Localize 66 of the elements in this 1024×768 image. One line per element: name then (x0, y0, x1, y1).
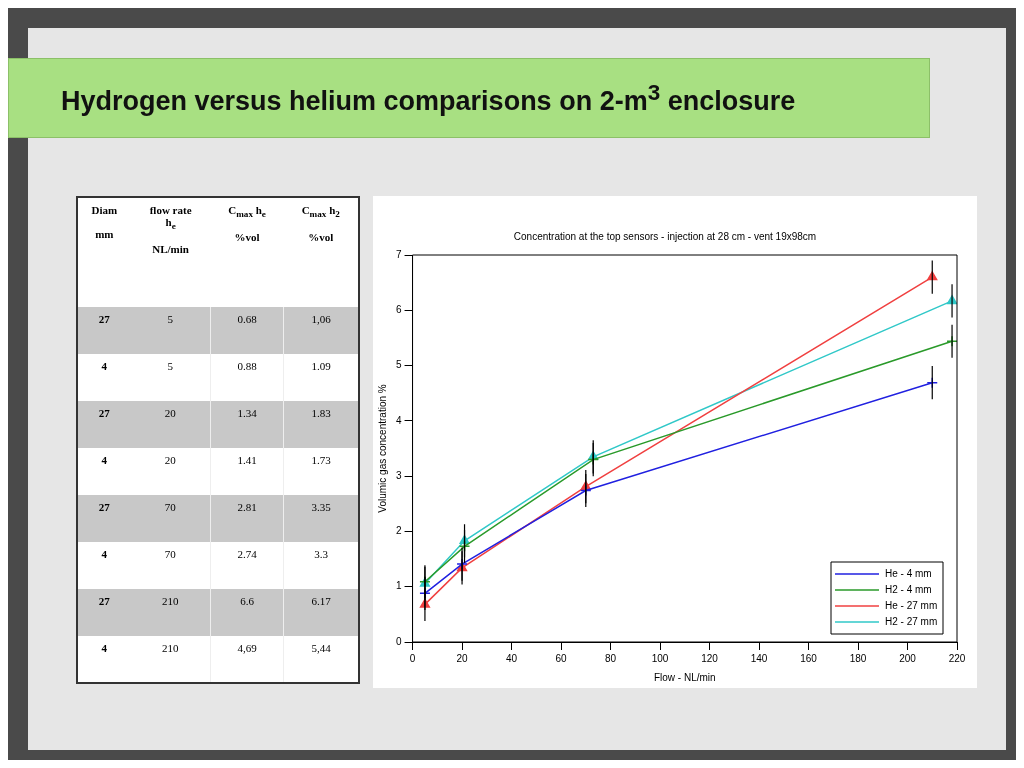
text: 2.81 (210, 495, 284, 542)
text: 1.83 (283, 401, 359, 448)
text: 20 (163, 453, 177, 468)
y-tick-label: 1 (396, 580, 402, 592)
text: 5 (166, 359, 175, 374)
text: 4 (100, 453, 109, 468)
legend-label: He - 27 mm (885, 599, 938, 611)
text: C$_{max}$ h$_{e}$ %vol (228, 204, 266, 244)
x-tick-label: 60 (555, 652, 568, 664)
text: 1.09 (283, 354, 359, 401)
text: 5,44 (283, 636, 359, 683)
text: 70 (163, 547, 177, 562)
y-tick-label: 2 (396, 525, 402, 537)
y-tick-label: 6 (396, 304, 402, 316)
x-tick-label: 0 (409, 652, 416, 664)
text: 27 (97, 594, 111, 609)
text: 4 (100, 359, 109, 374)
text: 27 (97, 406, 111, 421)
text: 6.17 (283, 589, 359, 636)
x-tick-label: 220 (948, 652, 966, 664)
text: 4 (100, 547, 109, 562)
x-tick-label: 160 (800, 652, 818, 664)
text: 0.88 (210, 354, 284, 401)
x-axis-title: Flow - NL/min (653, 671, 716, 683)
y-tick-label: 5 (396, 359, 402, 371)
text: 1.41 (210, 448, 284, 495)
y-tick-label: 3 (396, 469, 402, 481)
y-tick-label: 0 (396, 635, 402, 647)
legend-label: He - 4 mm (885, 567, 932, 579)
text: 4 (100, 641, 109, 656)
text: 2.74 (210, 542, 284, 589)
text: 1.73 (283, 448, 359, 495)
text: 3.35 (283, 495, 359, 542)
x-tick-label: 200 (899, 652, 917, 664)
text: 20 (163, 406, 177, 421)
y-axis-title: Volumic gas concentration % (376, 384, 388, 513)
legend-label: H2 - 4 mm (885, 583, 932, 595)
x-tick-label: 80 (604, 652, 617, 664)
text: 0.68 (210, 307, 284, 354)
text: 3.3 (283, 542, 359, 589)
text: C$_{max}$ h$_{2}$ %vol (301, 204, 340, 244)
text: 4,69 (210, 636, 284, 683)
x-tick-label: 120 (701, 652, 719, 664)
text: 1.34 (210, 401, 284, 448)
legend-label: H2 - 27 mm (885, 615, 938, 627)
x-tick-label: 20 (456, 652, 469, 664)
text: Hydrogen versus helium comparisons on 2-m$^{3}$ enclosure (61, 79, 796, 117)
text: 27 (97, 500, 111, 515)
text: 210 (161, 594, 180, 609)
text: 27 (97, 312, 111, 327)
text: 6.6 (210, 589, 284, 636)
point (580, 484, 592, 497)
y-tick-label: 4 (396, 414, 402, 426)
x-tick-label: 180 (849, 652, 867, 664)
text: 210 (161, 641, 180, 656)
text: 70 (163, 500, 177, 515)
text: Diam mm (90, 203, 119, 242)
x-tick-label: 140 (750, 652, 768, 664)
point (587, 453, 599, 466)
text: flow rate h$_{e}$ NL/min (149, 204, 192, 256)
text: 5 (166, 312, 175, 327)
text: 1,06 (283, 307, 359, 354)
chart-title: Concentration at the top sensors - injection at 28 cm - vent 19x98cm (513, 230, 817, 242)
y-tick-label: 7 (396, 248, 402, 260)
x-tick-label: 40 (505, 652, 518, 664)
x-tick-label: 100 (651, 652, 669, 664)
